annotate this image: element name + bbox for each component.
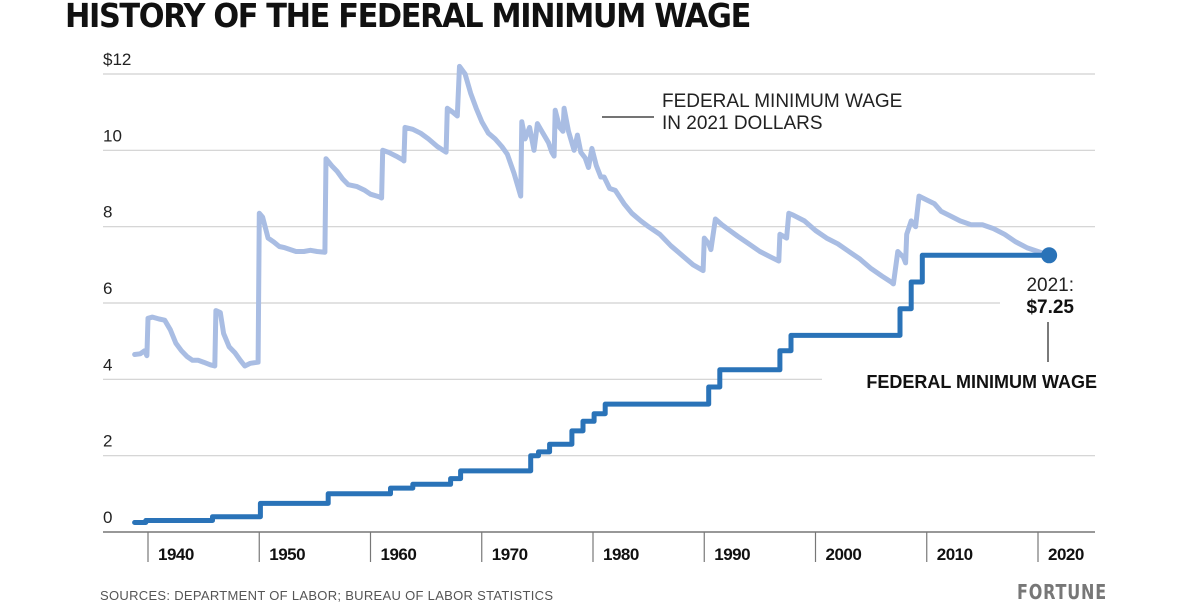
x-tick-label: 1990 xyxy=(714,545,750,564)
source-note: SOURCES: DEPARTMENT OF LABOR; BUREAU OF … xyxy=(100,588,554,603)
x-tick-label: 1960 xyxy=(381,545,417,564)
y-tick-label: 0 xyxy=(103,508,112,527)
annotations: FEDERAL MINIMUM WAGE IN 2021 DOLLARS 202… xyxy=(602,91,1097,392)
chart-title: HISTORY OF THE FEDERAL MINIMUM WAGE xyxy=(65,0,751,35)
x-tick-label: 1950 xyxy=(269,545,305,564)
y-axis-labels: 0 2 4 6 8 10 $12 xyxy=(103,50,131,527)
y-tick-label: 10 xyxy=(103,126,122,145)
x-tick-label: 2000 xyxy=(826,545,862,564)
nominal-series-label: FEDERAL MINIMUM WAGE xyxy=(866,372,1097,392)
y-tick-label: 6 xyxy=(103,279,112,298)
end-year-label: 2021: xyxy=(1026,275,1074,296)
y-tick-label: 2 xyxy=(103,432,112,451)
y-tick-label: 8 xyxy=(103,203,112,222)
x-tick-label: 2010 xyxy=(937,545,973,564)
real-wage-line xyxy=(132,63,1052,369)
series-group xyxy=(132,63,1058,525)
x-tick-label: 1940 xyxy=(158,545,194,564)
y-tick-label: $12 xyxy=(103,50,131,69)
x-axis: 1940 1950 1960 1970 1980 1990 2000 2010 2020 xyxy=(103,531,1095,564)
end-point-marker xyxy=(1041,247,1058,264)
x-tick-label: 2020 xyxy=(1048,545,1084,564)
real-series-label-line1: FEDERAL MINIMUM WAGE xyxy=(662,91,902,112)
x-tick-label: 1970 xyxy=(492,545,528,564)
gridlines xyxy=(103,73,1095,457)
fortune-logo: FORTUNE xyxy=(1017,580,1107,604)
nominal-wage-line xyxy=(132,252,1052,525)
end-value-label: $7.25 xyxy=(1026,297,1074,318)
real-series-label-line2: IN 2021 DOLLARS xyxy=(662,113,823,134)
y-tick-label: 4 xyxy=(103,355,112,374)
x-tick-label: 1980 xyxy=(603,545,639,564)
